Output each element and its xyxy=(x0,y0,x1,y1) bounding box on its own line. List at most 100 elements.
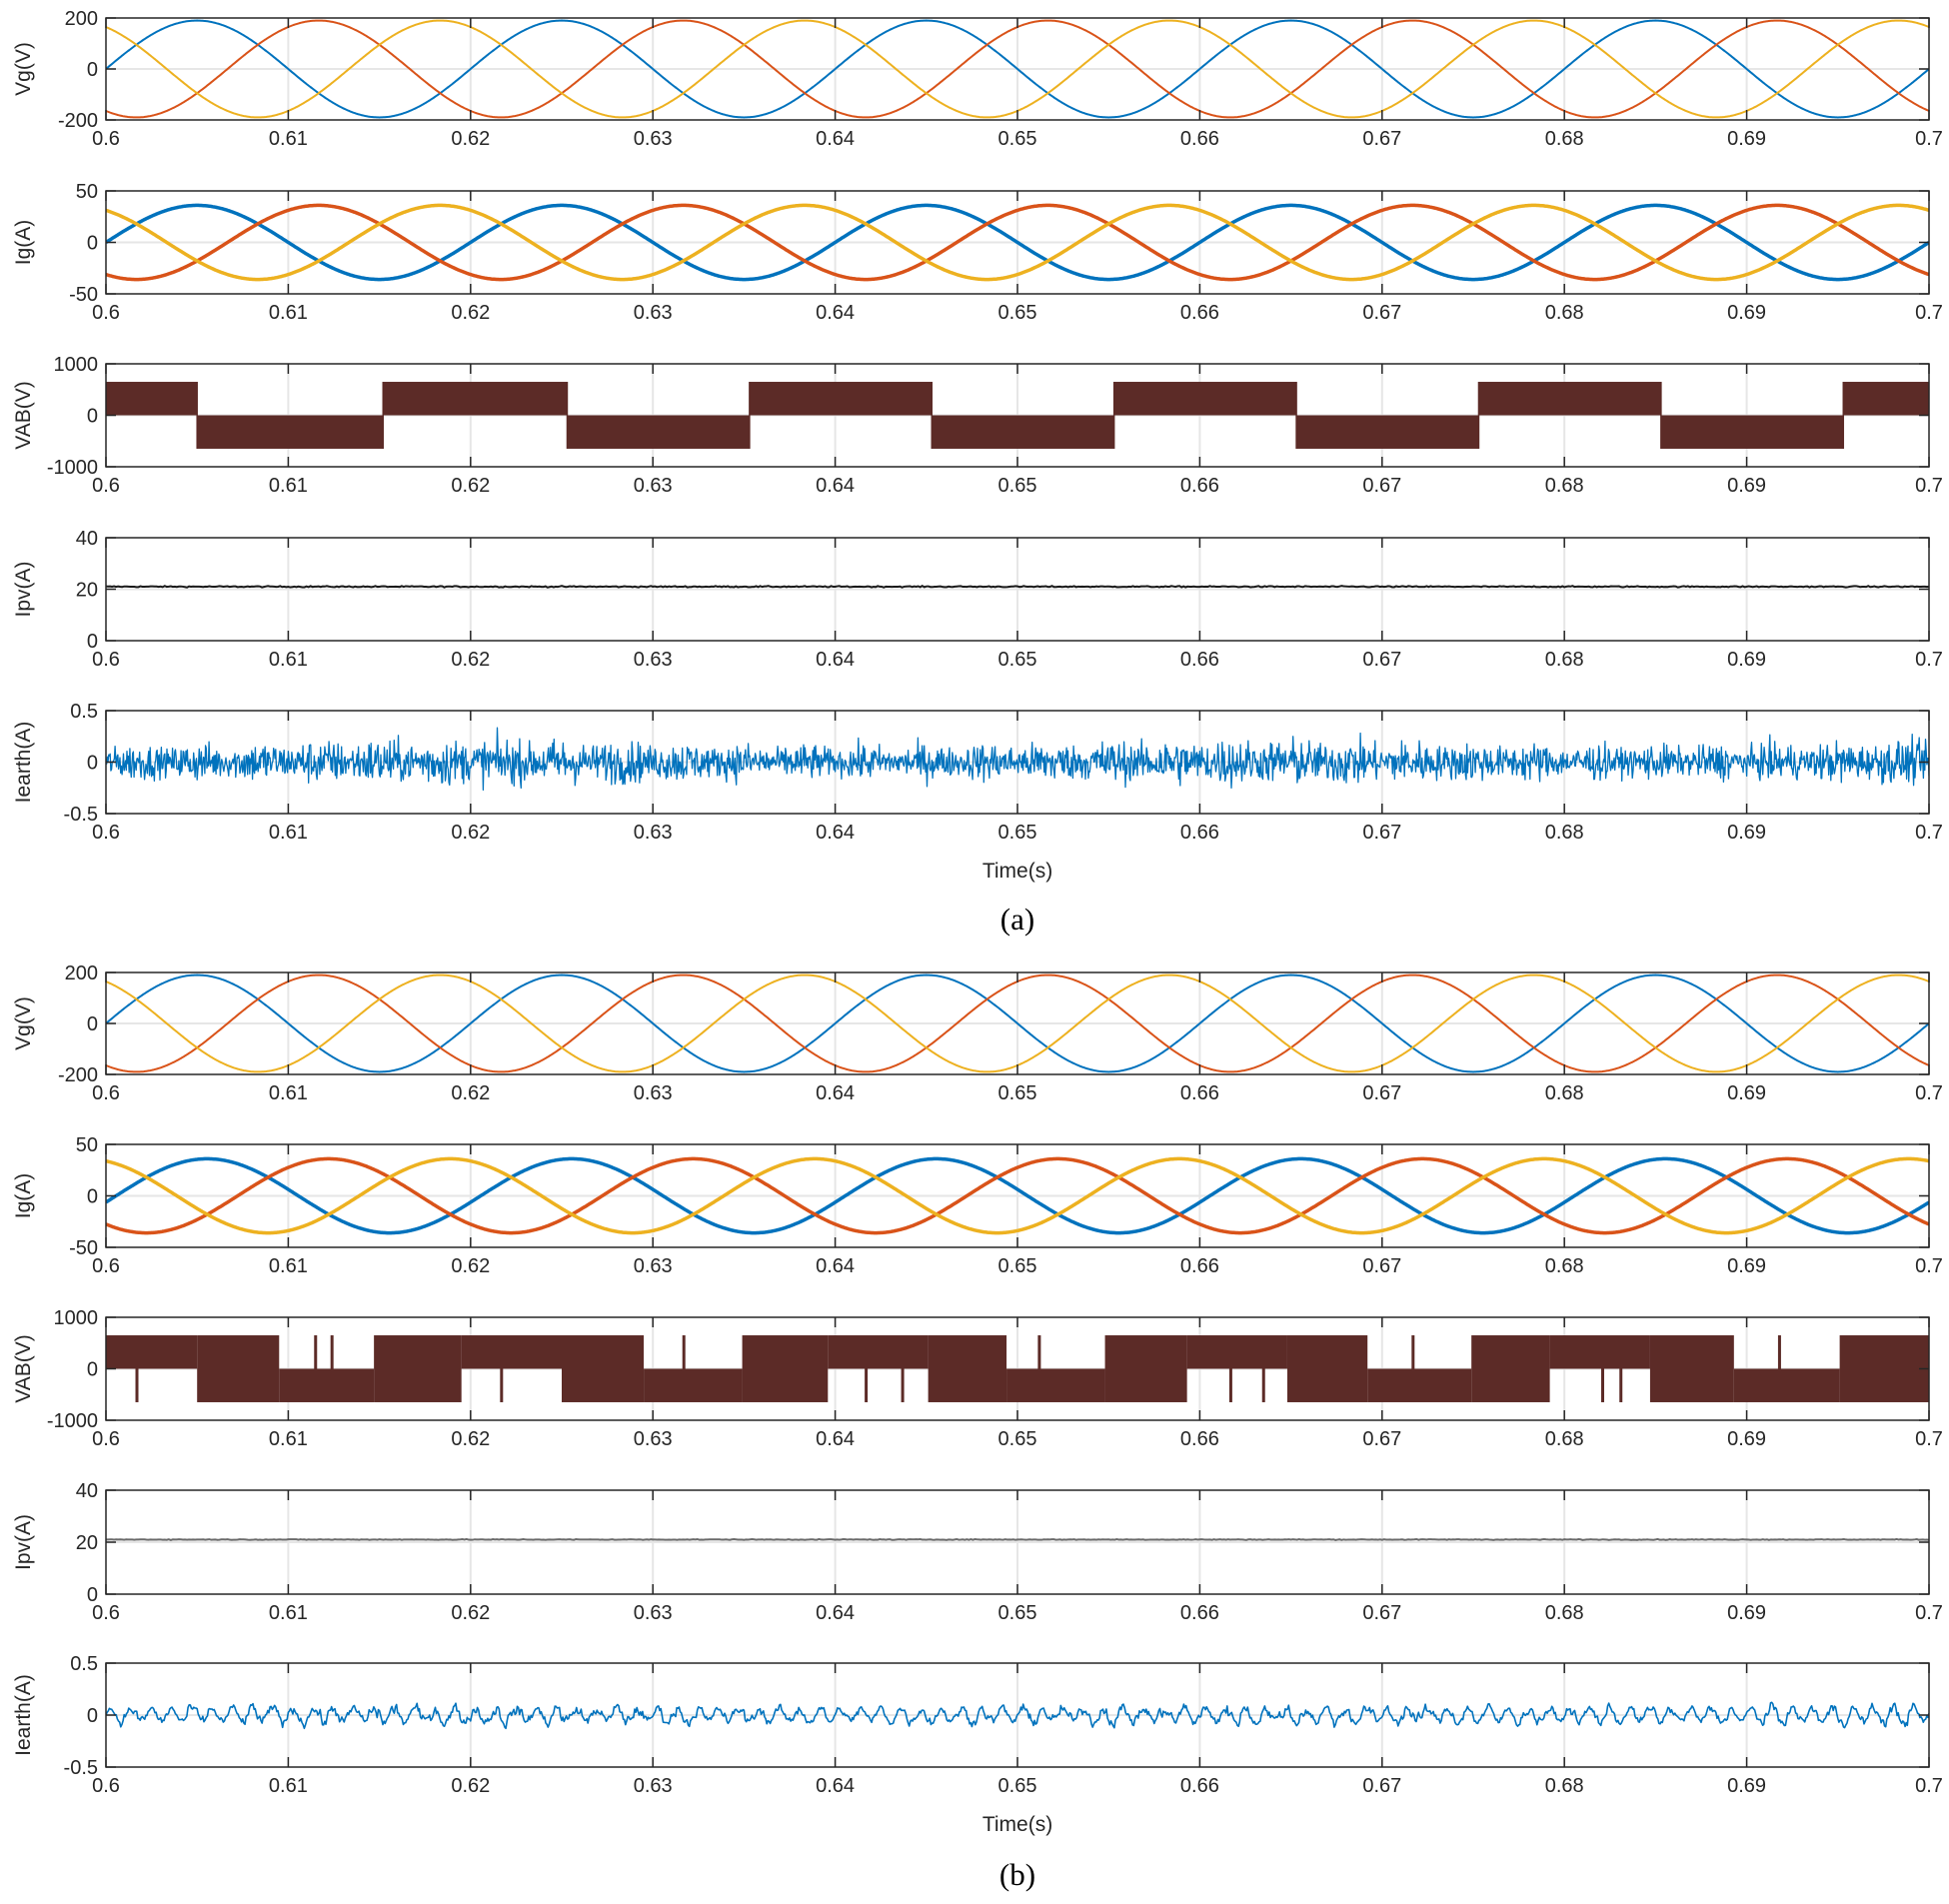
x-tick-label: 0.63 xyxy=(634,1775,673,1797)
x-tick-label: 0.69 xyxy=(1727,1428,1766,1450)
y-axis-label: Ig(A) xyxy=(12,220,35,266)
series-line xyxy=(106,1156,1929,1235)
x-tick-label: 0.61 xyxy=(269,1602,308,1624)
y-tick-label: 0 xyxy=(87,631,98,653)
x-tick-label: 0.67 xyxy=(1362,1082,1401,1104)
y-axis-label: VAB(V) xyxy=(12,1334,35,1402)
vab-pulse xyxy=(644,1368,743,1402)
vab-pulse xyxy=(1186,1335,1287,1369)
vab-spike xyxy=(1261,1368,1265,1402)
x-tick-label: 0.66 xyxy=(1180,1428,1219,1450)
x-tick-label: 0.63 xyxy=(634,649,673,671)
subplot-ipva: 0.6 0.61 0.62 0.63 0.64 0.65 0.66 0.67 0.68 0.69 0… xyxy=(12,1480,1943,1624)
y-tick-label: -1000 xyxy=(47,457,98,479)
x-tick-label: 0.68 xyxy=(1545,128,1584,150)
x-tick-label: 0.63 xyxy=(634,1602,673,1624)
x-tick-label: 0.69 xyxy=(1727,128,1766,150)
x-tick-label: 0.68 xyxy=(1545,1428,1584,1450)
x-tick-label: 0.61 xyxy=(269,1255,308,1277)
x-tick-label: 0.65 xyxy=(998,302,1037,324)
x-tick-label: 0.7 xyxy=(1915,1775,1943,1797)
x-tick-label: 0.63 xyxy=(634,822,673,844)
plot-area xyxy=(106,382,1929,449)
x-tick-label: 0.69 xyxy=(1727,302,1766,324)
x-tick-label: 0.64 xyxy=(816,1602,855,1624)
x-tick-label: 0.66 xyxy=(1180,1082,1219,1104)
x-tick-label: 0.6 xyxy=(92,1428,120,1450)
vab-pulse xyxy=(1006,1368,1105,1402)
series-line xyxy=(106,1156,1929,1235)
vab-spike xyxy=(1777,1335,1781,1369)
x-tick-label: 0.69 xyxy=(1727,1602,1766,1624)
x-tick-label: 0.6 xyxy=(92,649,120,671)
subplot-ipva: 0.6 0.61 0.62 0.63 0.64 0.65 0.66 0.67 0.68 0.69 0… xyxy=(12,528,1943,671)
x-tick-label: 0.7 xyxy=(1915,128,1943,150)
vab-pulse xyxy=(749,382,933,416)
y-tick-label: -50 xyxy=(69,284,98,306)
x-tick-label: 0.67 xyxy=(1362,128,1401,150)
x-tick-label: 0.68 xyxy=(1545,1602,1584,1624)
x-tick-label: 0.68 xyxy=(1545,649,1584,671)
series-line xyxy=(106,727,1929,792)
panel-b: 0.6 0.61 0.62 0.63 0.64 0.65 0.66 0.67 0.68 0.69 0… xyxy=(12,962,1943,1892)
x-tick-label: 0.61 xyxy=(269,822,308,844)
vab-pulse xyxy=(1478,382,1661,416)
x-tick-label: 0.62 xyxy=(451,1602,490,1624)
x-tick-label: 0.68 xyxy=(1545,1082,1584,1104)
y-axis-label: Ig(A) xyxy=(12,1173,35,1219)
y-tick-label: -0.5 xyxy=(64,1757,98,1779)
x-tick-label: 0.66 xyxy=(1180,1255,1219,1277)
vab-pulse xyxy=(828,1335,929,1369)
x-tick-label: 0.68 xyxy=(1545,822,1584,844)
subplot-iga: 0.6 0.61 0.62 0.63 0.64 0.65 0.66 0.67 0.68 0.69 0… xyxy=(12,1134,1943,1277)
x-tick-label: 0.65 xyxy=(998,649,1037,671)
x-tick-label: 0.61 xyxy=(269,1428,308,1450)
x-tick-label: 0.67 xyxy=(1362,1775,1401,1797)
x-tick-label: 0.64 xyxy=(816,302,855,324)
vab-pulse xyxy=(1733,1368,1840,1402)
x-tick-label: 0.7 xyxy=(1915,649,1943,671)
plot-area xyxy=(106,1537,1929,1541)
x-tick-label: 0.65 xyxy=(998,1775,1037,1797)
vab-spike xyxy=(330,1335,334,1369)
x-tick-label: 0.62 xyxy=(451,1082,490,1104)
x-tick-label: 0.7 xyxy=(1915,822,1943,844)
vab-pulse xyxy=(1649,1335,1734,1402)
subplot-vgv: 0.6 0.61 0.62 0.63 0.64 0.65 0.66 0.67 0.68 0.69 0… xyxy=(12,8,1943,150)
series-line xyxy=(106,19,1929,119)
y-tick-label: 20 xyxy=(76,580,98,602)
subplot-vgv: 0.6 0.61 0.62 0.63 0.64 0.65 0.66 0.67 0.68 0.69 0… xyxy=(12,962,1943,1104)
x-tick-label: 0.69 xyxy=(1727,475,1766,497)
x-tick-label: 0.7 xyxy=(1915,475,1943,497)
subplot-vabv: 0.6 0.61 0.62 0.63 0.64 0.65 0.66 0.67 0.68 0.69 0… xyxy=(12,354,1943,497)
y-tick-label: 200 xyxy=(65,8,98,30)
vab-spike xyxy=(901,1368,905,1402)
vab-spike xyxy=(865,1368,869,1402)
x-tick-label: 0.69 xyxy=(1727,822,1766,844)
x-tick-label: 0.64 xyxy=(816,649,855,671)
vab-pulse xyxy=(383,382,568,416)
x-tick-label: 0.67 xyxy=(1362,822,1401,844)
x-tick-label: 0.65 xyxy=(998,1428,1037,1450)
x-tick-label: 0.61 xyxy=(269,649,308,671)
x-tick-label: 0.62 xyxy=(451,649,490,671)
y-tick-label: 1000 xyxy=(54,354,99,376)
vab-pulse xyxy=(1549,1335,1650,1369)
x-tick-label: 0.6 xyxy=(92,822,120,844)
vab-pulse xyxy=(106,382,198,416)
panel-caption: (a) xyxy=(1000,902,1034,937)
series-line xyxy=(106,1701,1929,1730)
y-tick-label: 0 xyxy=(87,233,98,255)
plot-area xyxy=(106,584,1929,589)
y-tick-label: 50 xyxy=(76,181,98,203)
vab-pulse xyxy=(932,415,1114,449)
subplot-ieartha: 0.6 0.61 0.62 0.63 0.64 0.65 0.66 0.67 0.68 0.69 0… xyxy=(12,1653,1943,1797)
x-tick-label: 0.6 xyxy=(92,475,120,497)
y-tick-label: -1000 xyxy=(47,1410,98,1432)
y-tick-label: 0 xyxy=(87,1359,98,1381)
x-tick-label: 0.66 xyxy=(1180,1775,1219,1797)
vab-pulse xyxy=(1104,1335,1187,1402)
y-axis-label: Ipv(A) xyxy=(12,1514,35,1570)
y-tick-label: -0.5 xyxy=(64,804,98,826)
